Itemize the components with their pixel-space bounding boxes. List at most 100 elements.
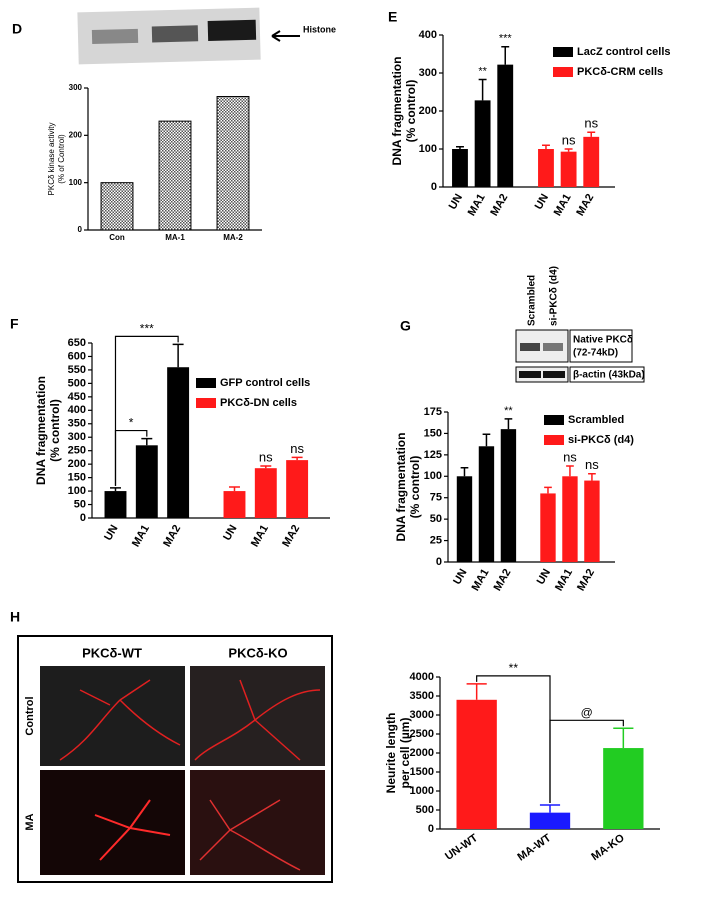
bar: [584, 480, 600, 562]
legend-label: LacZ control cells: [577, 46, 671, 58]
x-tick-label: MA2: [492, 567, 514, 593]
y-tick-label: 0: [80, 512, 86, 524]
error-bar: [456, 145, 464, 149]
y-axis-label: Neurite length: [384, 713, 398, 794]
error-bar: [478, 78, 487, 101]
legend-swatch: [544, 415, 564, 425]
error-bar: [466, 683, 487, 700]
x-tick-label: UN: [535, 567, 553, 587]
bar: [456, 476, 473, 562]
error-bar: [588, 472, 596, 481]
legend-swatch: [553, 67, 573, 77]
blot-label: Histone: [303, 24, 336, 34]
x-tick-label: MA-2: [223, 233, 243, 242]
error-bar: [141, 437, 153, 446]
bar: [286, 460, 309, 518]
y-tick-label: 200: [69, 130, 83, 139]
arrow: [271, 30, 300, 42]
y-tick-label: 50: [430, 513, 442, 525]
error-bar: [542, 144, 550, 149]
bar: [529, 812, 571, 829]
panel-letter: E: [388, 9, 397, 25]
error-bar: [110, 487, 121, 492]
x-tick-label: UN: [447, 192, 465, 212]
y-tick-label: 1500: [410, 766, 434, 778]
y-tick-label: 200: [419, 105, 437, 117]
y-tick-label: 300: [68, 431, 86, 443]
y-tick-label: 350: [68, 418, 86, 430]
x-tick-label: MA1: [249, 523, 271, 549]
y-tick-label: 200: [68, 458, 86, 470]
y-tick-label: 100: [424, 470, 442, 482]
error-bar: [587, 131, 596, 137]
y-tick-label: 0: [431, 181, 437, 193]
legend-label: PKCδ-DN cells: [220, 397, 297, 409]
legend-label: Scrambled: [568, 414, 624, 426]
bar: [474, 100, 491, 187]
y-tick-label: 3000: [410, 709, 434, 721]
blot-column: Scrambled: [527, 275, 538, 326]
bracket-label: **: [509, 661, 519, 675]
bar: [456, 699, 497, 829]
y-axis-label: PKCδ kinase activity: [47, 123, 56, 196]
error-bar: [566, 465, 574, 477]
error-bar: [504, 418, 513, 430]
y-tick-label: 50: [74, 498, 86, 510]
x-tick-label: MA2: [574, 192, 596, 218]
error-bar: [544, 486, 552, 494]
bar: [538, 149, 554, 187]
bar: [562, 476, 578, 562]
blot-row-label: β-actin (43kDa): [573, 370, 645, 381]
x-tick-label: MA-1: [165, 233, 185, 242]
y-tick-label: 500: [68, 377, 86, 389]
bar: [135, 445, 158, 518]
y-tick-label: 0: [78, 225, 83, 234]
x-tick-label: MA2: [488, 192, 510, 218]
x-tick-label: UN: [221, 523, 239, 543]
x-tick-label: MA-WT: [515, 832, 553, 864]
panel-letter: H: [10, 609, 20, 625]
y-tick-label: 650: [68, 337, 86, 349]
image-column: PKCδ-WT: [82, 645, 142, 660]
error-bar: [482, 433, 491, 447]
significance: ns: [562, 132, 576, 147]
legend-label: si-PKCδ (d4): [568, 434, 634, 446]
y-axis-label: DNA fragmentation: [34, 376, 48, 485]
bar: [167, 367, 190, 518]
x-tick-label: UN: [533, 192, 551, 212]
legend-swatch: [196, 398, 216, 408]
bar: [254, 468, 277, 518]
y-tick-label: 250: [68, 445, 86, 457]
y-tick-label: 3500: [410, 690, 434, 702]
bar: [452, 149, 468, 187]
legend-swatch: [544, 435, 564, 445]
y-tick-label: 0: [436, 556, 442, 568]
x-tick-label: UN-WT: [443, 832, 480, 863]
x-tick-label: MA-KO: [589, 832, 627, 863]
bracket-label: @: [581, 705, 593, 719]
bar: [223, 491, 246, 518]
error-bar: [613, 727, 634, 749]
error-bar: [501, 46, 510, 65]
significance: ns: [259, 449, 273, 464]
y-tick-label: 4000: [410, 671, 434, 683]
significance: ns: [585, 457, 599, 472]
y-tick-label: 300: [419, 67, 437, 79]
blot-row-label: (72-74kD): [573, 348, 618, 359]
image-column: PKCδ-KO: [228, 645, 287, 660]
y-axis-label: DNA fragmentation: [390, 57, 404, 166]
image-frame: [17, 635, 333, 883]
panel-letter: G: [400, 318, 411, 334]
x-tick-label: MA1: [466, 192, 488, 218]
y-tick-label: 300: [69, 83, 83, 92]
x-tick-label: MA1: [470, 567, 492, 593]
bar: [500, 429, 517, 562]
y-axis-label: (% control): [408, 456, 422, 519]
bar: [100, 182, 134, 231]
bracket: [114, 335, 179, 486]
x-tick-label: MA1: [130, 523, 152, 549]
x-tick-label: MA1: [553, 567, 575, 593]
y-tick-label: 100: [68, 485, 86, 497]
y-axis-label: (% of Control): [57, 134, 66, 184]
